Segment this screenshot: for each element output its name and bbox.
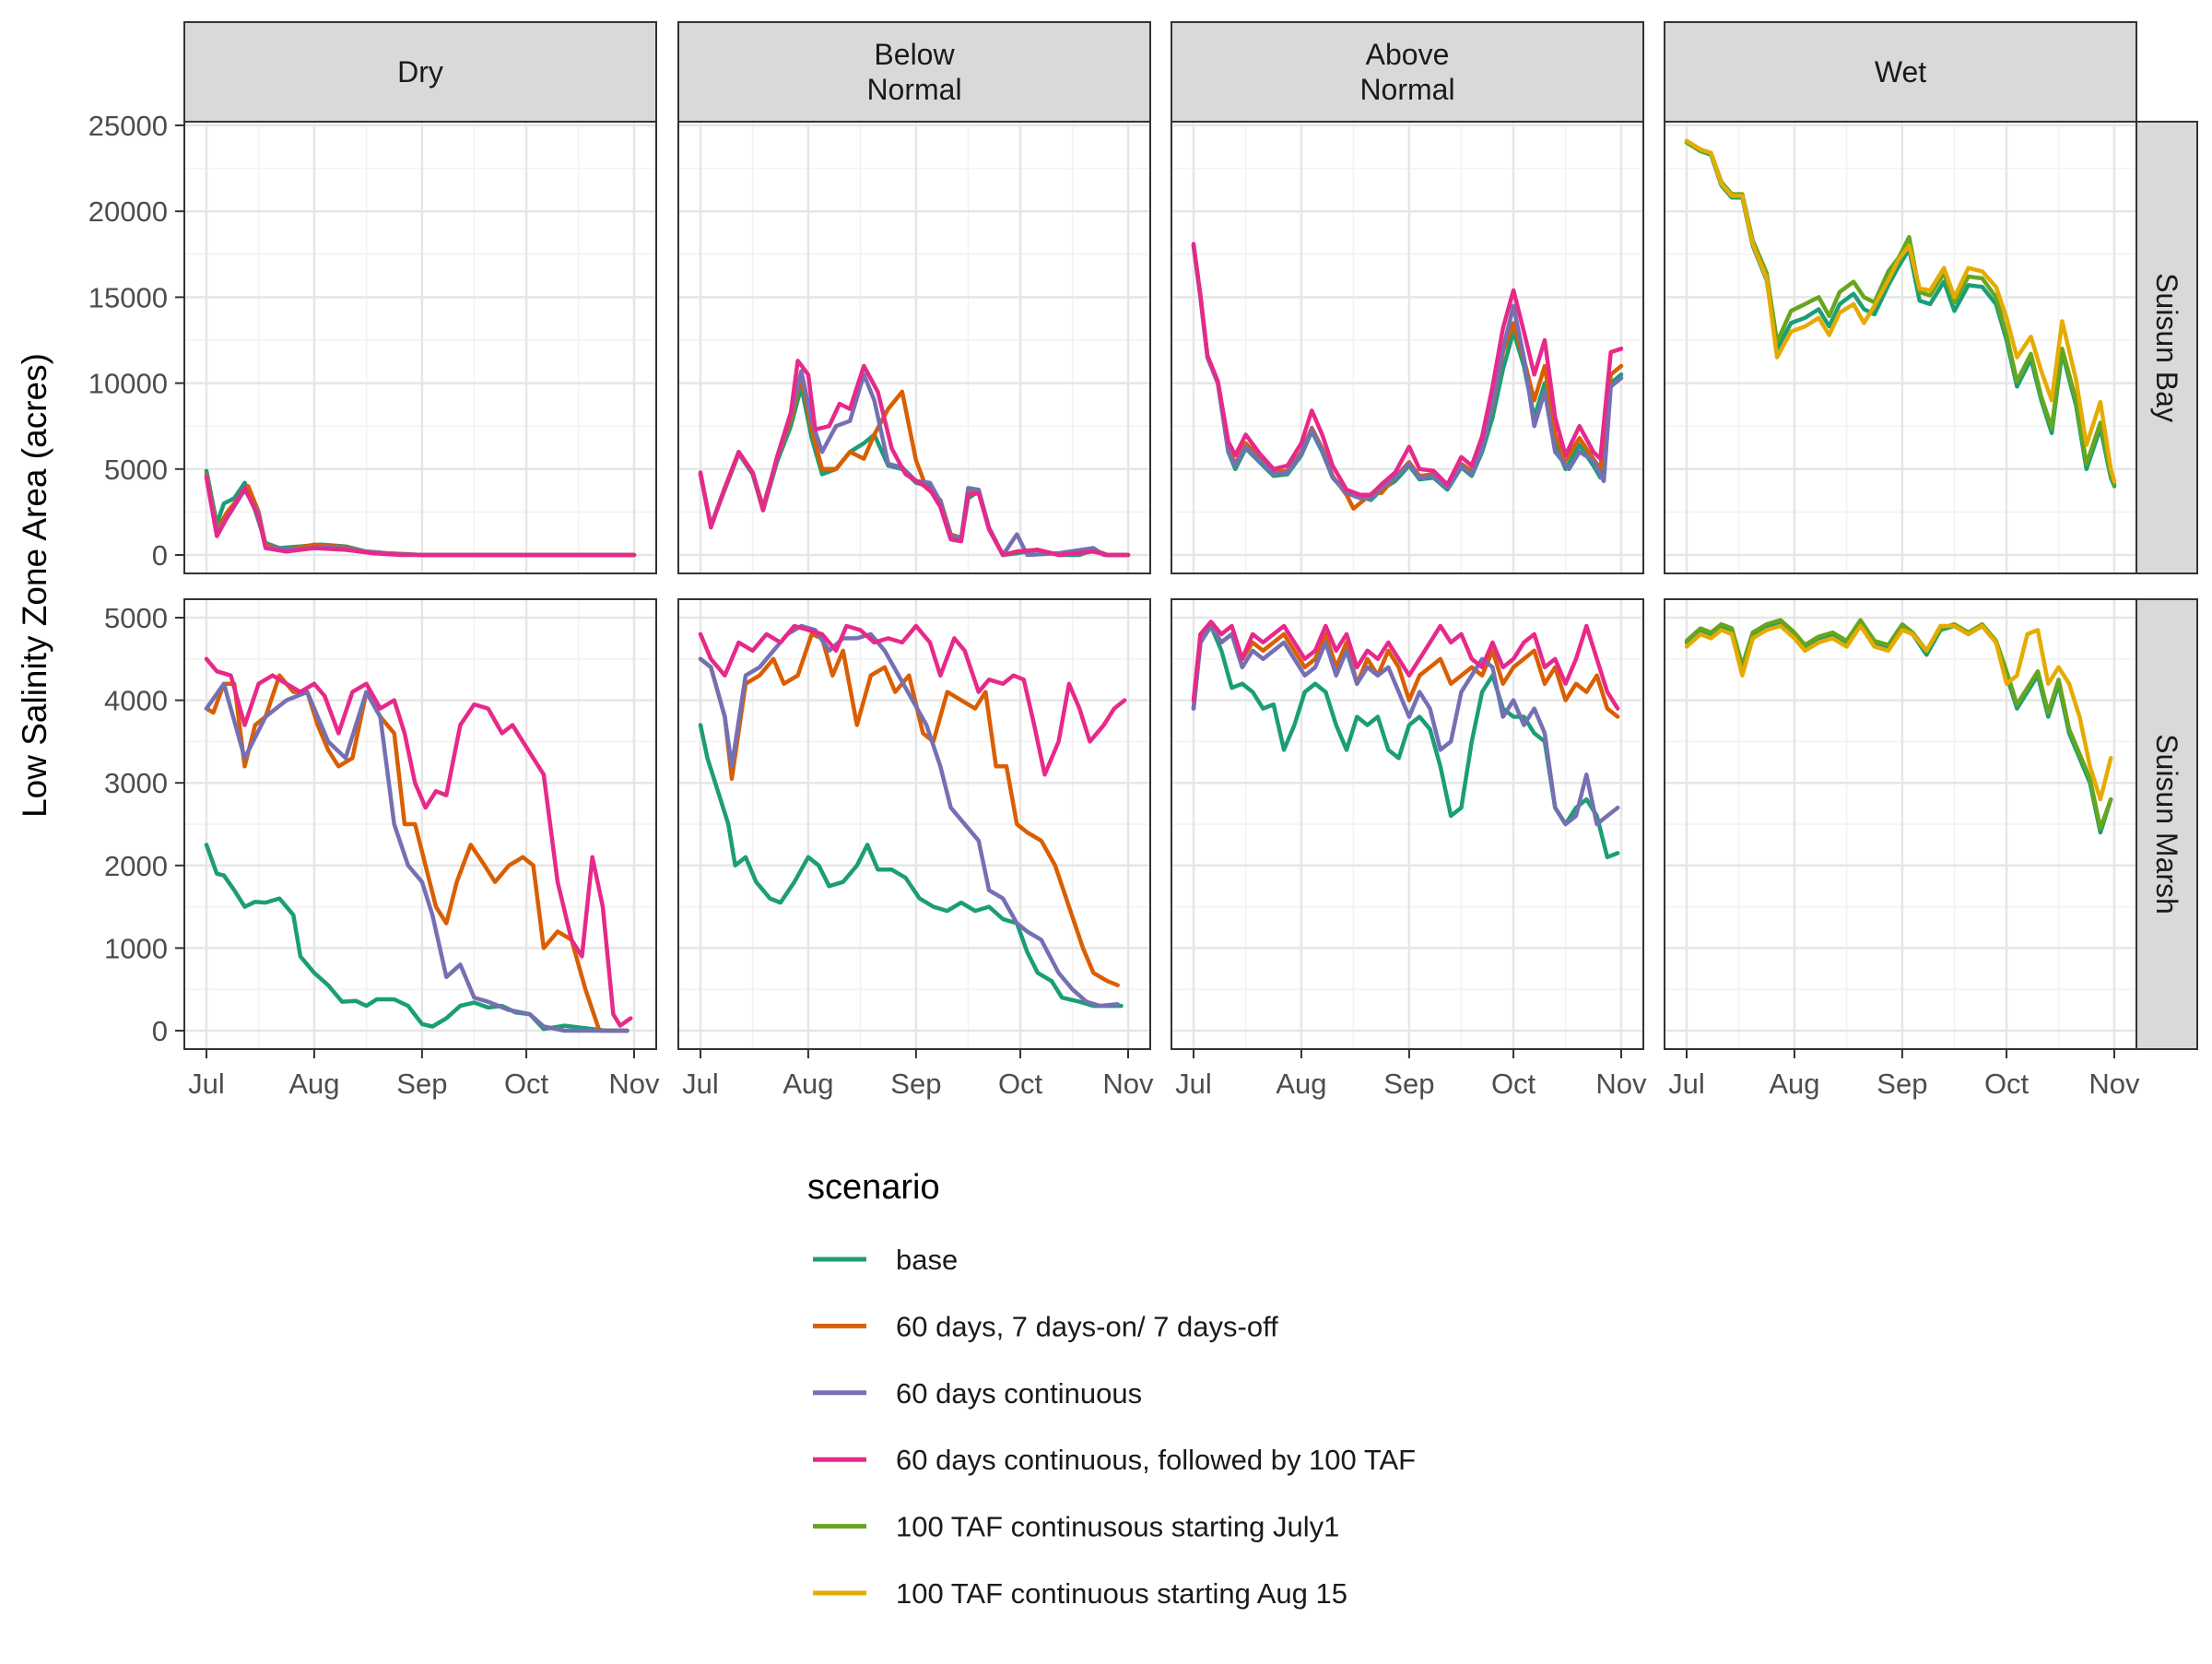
x-tick-label: Aug [1276,1068,1326,1100]
x-tick-label: Sep [396,1068,447,1100]
facet-strip-label: Dry [397,55,443,89]
x-tick-label: Aug [1769,1068,1819,1100]
x-tick-label: Jul [188,1068,225,1100]
series-line-60-days-continuous-followed-by-100-taf [204,656,633,1028]
facet-strip-label: Suisun Marsh [2150,734,2183,915]
panel-wet-suisun-bay: Wet [1664,21,2137,574]
facet-strip-above-normal [1171,21,1644,123]
series-line-60-days-continuous-followed-by-100-taf [204,475,637,558]
x-tick-label: Oct [1984,1068,2030,1100]
x-tick-label: Jul [1175,1068,1212,1100]
series-line-60-days-continuous-followed-by-100-taf [698,623,1127,777]
x-tick-label: Aug [782,1068,833,1100]
series-line-60-days-continuous [698,623,1120,1009]
panel-border [1171,598,1644,1050]
legend-title: scenario [807,1168,940,1207]
facet-strip-below-normal [677,21,1151,123]
y-tick-label: 0 [152,539,168,572]
x-tick-label: Oct [998,1068,1043,1100]
x-tick-label: Sep [890,1068,941,1100]
legend: scenario base 60 days, 7 days-on/ 7 days-o… [807,1168,1416,1610]
facet-strip-label: Below [874,38,955,71]
y-tick-label: 15000 [88,281,168,313]
x-tick-label: Sep [1383,1068,1434,1100]
legend-label: 100 TAF continusous starting July1 [896,1511,1339,1543]
x-tick-label: Sep [1877,1068,1927,1100]
series-line-100-taf-continuous-starting-aug-15 [1684,138,2117,484]
panel-border [183,598,657,1050]
facet-strip-label: Above [1366,38,1450,71]
y-tick-label: 3000 [104,767,168,799]
x-tick-label: Nov [2088,1068,2140,1100]
legend-label: 100 TAF continuous starting Aug 15 [896,1577,1347,1610]
panel-background [1665,122,2136,573]
y-tick-label: 25000 [88,110,168,142]
x-tick-label: Oct [1491,1068,1536,1100]
panel-dry-suisun-bay: Dry 0 5000 10000 15000 20000 25000 [88,21,657,574]
facet-strip-dry [183,21,657,123]
facet-strip-label: Normal [1359,73,1454,106]
panel-border [677,598,1151,1050]
panel-above-normal-suisun-marsh: Jul Aug Sep Oct Nov [1171,598,1647,1100]
x-tick-label: Jul [1668,1068,1705,1100]
x-tick-label: Jul [682,1068,719,1100]
facet-strip-label: Normal [866,73,961,106]
series-line-base [698,723,1124,1009]
series-line-60-days-continuous-followed-by-100-taf [698,359,1131,558]
series-line-60-days-continuous-followed-by-100-taf [1191,620,1620,711]
x-tick-label: Aug [288,1068,339,1100]
facet-strip-suisun-bay [2136,121,2198,574]
y-tick-label: 5000 [104,602,168,634]
legend-label: 60 days continuous, followed by 100 TAF [896,1444,1416,1476]
y-tick-label: 2000 [104,850,168,882]
y-axis-title: Low Salinity Zone Area (acres) [16,353,53,818]
facet-strip-wet [1664,21,2137,123]
y-tick-label: 1000 [104,932,168,964]
series-line-60-days-continuous [204,681,629,1033]
y-tick-label: 0 [152,1015,168,1047]
panel-wet-suisun-marsh: Jul Aug Sep Oct Nov [1664,598,2140,1100]
panel-below-normal-suisun-marsh: Jul Aug Sep Oct Nov [677,598,1154,1100]
panel-background [678,122,1150,573]
series-line-100-taf-continuous-starting-aug-15 [1684,623,2113,802]
facet-strip-label: Wet [1875,55,1926,89]
facet-strip-suisun-marsh [2136,598,2198,1050]
series-line-60-days-continuous [1191,623,1620,827]
y-tick-label: 4000 [104,685,168,717]
facet-strip-label: Suisun Bay [2150,273,2183,422]
x-tick-label: Nov [1102,1068,1154,1100]
legend-label: 60 days, 7 days-on/ 7 days-off [896,1310,1278,1342]
series-line-60-days-7-days-on-7-days-off [698,631,1120,987]
panel-background [184,122,656,573]
y-tick-label: 5000 [104,454,168,486]
x-tick-label: Oct [504,1068,549,1100]
series-line-60-days-continuous [1191,243,1624,501]
series-line-60-days-continuous-followed-by-100-taf [1191,242,1624,498]
x-tick-label: Nov [608,1068,660,1100]
y-tick-label: 20000 [88,195,168,228]
legend-label: base [896,1244,958,1276]
panel-dry-suisun-marsh: 0 1000 2000 3000 4000 5000 Jul Aug Sep Oct Nov [104,598,660,1100]
panel-background [1171,122,1643,573]
legend-label: 60 days continuous [896,1377,1142,1410]
x-tick-label: Nov [1595,1068,1647,1100]
series-line-60-days-7-days-on-7-days-off [1191,623,1620,719]
y-tick-label: 10000 [88,368,168,400]
